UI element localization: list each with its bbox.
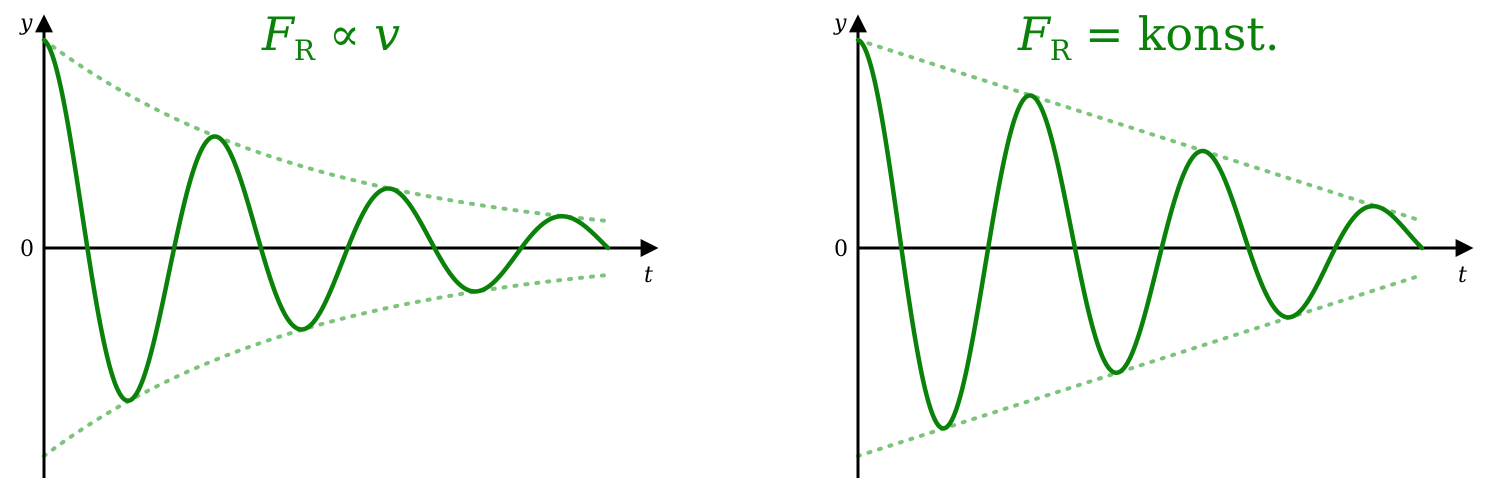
- zero-label-left: 0: [20, 237, 34, 262]
- zero-label-right: 0: [834, 237, 848, 262]
- diagram-left: y t 0 FR ∝ v: [19, 7, 659, 478]
- oscillation-curve-left: [41, 37, 611, 403]
- title-left: FR ∝ v: [261, 7, 400, 67]
- oscillation-curve-right: [855, 37, 1425, 431]
- upper-envelope-right: [856, 38, 1424, 223]
- diagram-right: y t 0 FR = konst.: [833, 7, 1474, 478]
- y-axis-label-right: y: [833, 11, 847, 36]
- title-right: FR = konst.: [1017, 7, 1279, 67]
- x-axis-label-left: t: [644, 263, 653, 288]
- lower-envelope-right: [856, 273, 1424, 458]
- y-axis-label-left: y: [19, 11, 33, 36]
- upper-envelope-left: [42, 38, 610, 223]
- lower-envelope-left: [42, 273, 610, 458]
- x-axis-label-right: t: [1458, 263, 1467, 288]
